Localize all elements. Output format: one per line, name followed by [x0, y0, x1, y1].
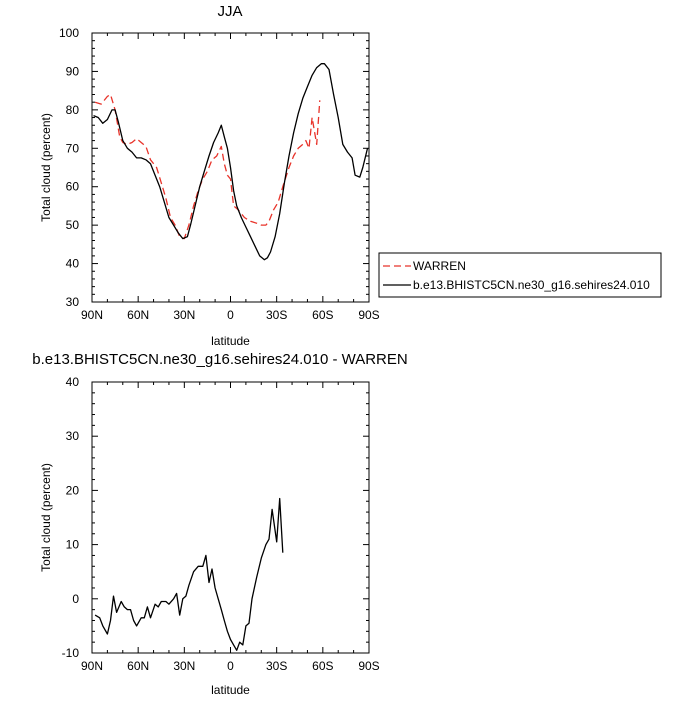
x-axis-title: latitude [211, 683, 250, 697]
x-tick-label: 90N [81, 308, 103, 322]
x-axis-title: latitude [211, 334, 250, 348]
y-tick-label: 60 [66, 180, 80, 194]
y-tick-label: -10 [62, 646, 80, 660]
x-tick-label: 30N [173, 659, 195, 673]
y-tick-label: 50 [66, 218, 80, 232]
y-tick-label: 0 [72, 592, 79, 606]
y-axis-title: Total cloud (percent) [39, 463, 53, 572]
x-tick-label: 90S [358, 308, 379, 322]
y-tick-label: 40 [66, 257, 80, 271]
y-tick-label: 80 [66, 103, 80, 117]
y-tick-label: 90 [66, 64, 80, 78]
legend: WARREN b.e13.BHISTC5CN.ne30_g16.sehires24… [378, 252, 662, 298]
x-tick-label: 30N [173, 308, 195, 322]
series-line-1 [94, 497, 284, 651]
x-tick-label: 60S [312, 659, 333, 673]
plot-frame [91, 381, 370, 654]
chart-title: JJA [217, 3, 242, 20]
x-tick-label: 0 [227, 308, 234, 322]
y-tick-label: 30 [66, 295, 80, 309]
legend-box [378, 252, 662, 298]
legend-label-2: b.e13.BHISTC5CN.ne30_g16.sehires24.010 [413, 278, 650, 292]
series-line-1 [94, 93, 321, 240]
series-line-2 [93, 63, 369, 261]
chart-panel-2: b.e13.BHISTC5CN.ne30_g16.sehires24.010 -… [32, 351, 407, 697]
y-tick-label: 10 [66, 538, 80, 552]
y-axis-title: Total cloud (percent) [39, 113, 53, 222]
x-tick-label: 30S [266, 308, 287, 322]
y-tick-label: 100 [59, 26, 79, 40]
legend-label-1: WARREN [413, 259, 466, 273]
x-tick-label: 60S [312, 308, 333, 322]
x-tick-label: 90N [81, 659, 103, 673]
chart-title: b.e13.BHISTC5CN.ne30_g16.sehires24.010 -… [32, 351, 407, 368]
y-tick-label: 70 [66, 141, 80, 155]
chart-panel-1: JJA 90N 60N 30N 0 30S 60S 90S 30 40 50 60 70 80 90 100 l… [39, 3, 662, 348]
x-tick-label: 60N [127, 308, 149, 322]
x-tick-label: 60N [127, 659, 149, 673]
y-tick-label: 20 [66, 483, 80, 497]
x-tick-label: 0 [227, 659, 234, 673]
x-tick-label: 90S [358, 659, 379, 673]
y-tick-label: 40 [66, 375, 80, 389]
x-tick-label: 30S [266, 659, 287, 673]
y-tick-label: 30 [66, 429, 80, 443]
